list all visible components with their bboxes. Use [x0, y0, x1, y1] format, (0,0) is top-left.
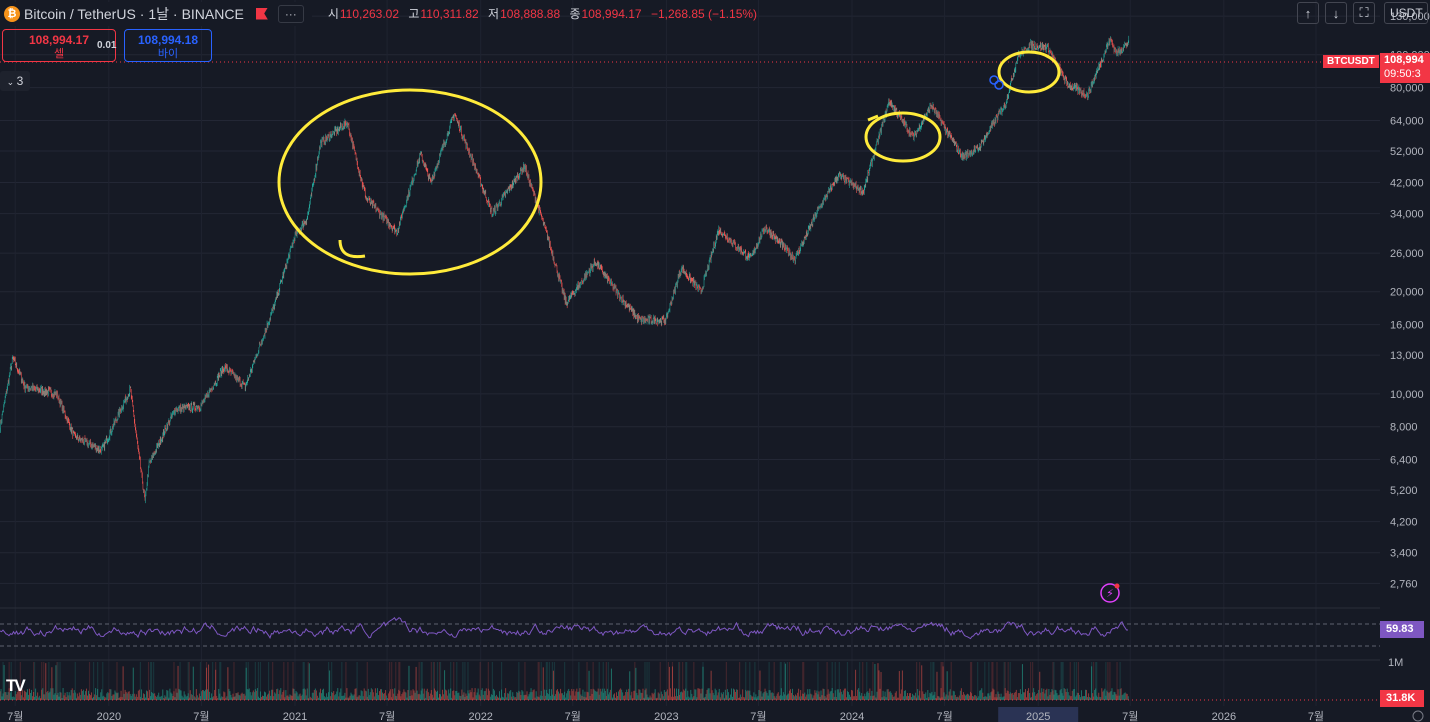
low-value: 108,888.88 [500, 7, 561, 21]
alert-dot [1114, 583, 1120, 589]
symbol-box[interactable]: ₿ Bitcoin / TetherUS · 1날 · BINANCE ··· [0, 1, 312, 26]
grid [0, 0, 1380, 706]
chevron-down-icon: ⌄ [6, 77, 17, 87]
indicators-count: 3 [16, 74, 24, 88]
y-tick-label: 64,000 [1390, 115, 1424, 127]
x-tick-label: 2026 [1212, 711, 1236, 722]
open-value: 110,263.02 [339, 7, 400, 21]
rsi-line [0, 617, 1128, 640]
spread-value: 0.01 [97, 40, 117, 51]
annotation-tail [867, 114, 879, 122]
x-tick-label: 2024 [840, 711, 864, 722]
currency-selector[interactable]: USDT [1384, 2, 1428, 24]
interval-label[interactable]: · 1날 · [139, 5, 178, 22]
x-tick-label: 7월 [1122, 710, 1138, 722]
buy-button[interactable]: 108,994.18 바이 [124, 29, 212, 62]
x-tick-label: 7월 [750, 710, 766, 722]
y-tick-label: 130,000 [1390, 11, 1430, 23]
x-tick-label: 2025 [1026, 711, 1050, 722]
volume-axis-label: 1M [1388, 657, 1404, 669]
y-tick-label: 80,000 [1390, 83, 1424, 95]
sell-label: 셀 [53, 48, 65, 60]
x-tick-label: 2022 [468, 711, 492, 722]
y-tick-label: 16,000 [1390, 320, 1424, 332]
x-tick-label: 7월 [936, 710, 952, 722]
volume-pane [0, 659, 1380, 701]
symbol-name[interactable]: Bitcoin / TetherUS [24, 5, 136, 22]
sell-price: 108,994.17 [28, 33, 90, 47]
last-price-tag: 108,994 09:50:3 [1380, 53, 1430, 83]
close-label: 종 [569, 7, 581, 21]
high-label: 고 [408, 7, 420, 21]
buy-label: 바이 [157, 48, 179, 60]
price-series [0, 35, 1130, 504]
open-label: 시 [327, 7, 339, 21]
alert-icon[interactable] [1100, 583, 1120, 603]
x-tick-label: 7월 [565, 710, 581, 722]
y-tick-label: 42,000 [1390, 177, 1424, 189]
y-tick-label: 6,400 [1390, 455, 1418, 467]
bar-countdown: 09:50:3 [1384, 68, 1421, 80]
y-tick-label: 10,000 [1390, 389, 1424, 401]
buy-price: 108,994.18 [137, 33, 199, 47]
y-tick-label: 2,760 [1390, 578, 1418, 590]
rsi-pane [0, 607, 1380, 647]
change-value: −1,268.85 (−1.15%) [650, 7, 758, 21]
lightning-icon: ⚡ [1106, 587, 1114, 600]
annotation-hook [338, 239, 366, 259]
circle-annotation-2025 [997, 50, 1061, 94]
rsi-value-tag: 59.83 [1380, 621, 1424, 638]
circle-annotation-2021 [277, 88, 543, 276]
x-tick-label: 2020 [97, 711, 121, 722]
fullscreen-button[interactable]: ⛶ [1353, 2, 1375, 24]
y-tick-label: 13,000 [1390, 350, 1424, 362]
drawing-anchor-point [989, 75, 999, 85]
y-tick-label: 26,000 [1390, 248, 1424, 260]
y-tick-label: 3,400 [1390, 548, 1418, 560]
fullscreen-icon: ⛶ [1359, 5, 1369, 20]
last-price: 108,994 [1384, 54, 1424, 66]
ticker-tag: BTCUSDT [1323, 55, 1379, 68]
ohlc-values: 시110,263.02 고110,311.82 저108,888.88 종108… [328, 5, 763, 22]
bitcoin-icon: ₿ [4, 5, 20, 22]
x-crosshair-label [998, 707, 1079, 722]
y-tick-label: 20,000 [1390, 287, 1424, 299]
x-tick-label: 2023 [654, 711, 678, 722]
y-tick-label: 52,000 [1390, 146, 1424, 158]
indicators-toggle[interactable]: ⌄ 3 [0, 71, 30, 91]
x-tick-label: 7월 [193, 710, 209, 722]
sell-button[interactable]: 108,994.17 셀 [2, 29, 116, 62]
y-tick-label: 8,000 [1390, 422, 1418, 434]
tradingview-logo[interactable]: TV [6, 676, 26, 695]
arrow-down-icon: ↓ [1332, 5, 1340, 21]
circle-annotation-2024 [864, 111, 942, 163]
x-tick-label: 2021 [283, 711, 307, 722]
x-tick-label: 7월 [379, 710, 395, 722]
scroll-down-button[interactable]: ↓ [1325, 2, 1347, 24]
close-value: 108,994.17 [581, 7, 642, 21]
settings-gear-icon[interactable] [1412, 710, 1424, 722]
more-options-button[interactable]: ··· [277, 4, 304, 23]
x-tick-label: 7월 [1308, 710, 1324, 722]
y-tick-label: 4,200 [1390, 517, 1418, 529]
drawing-anchor-point [994, 80, 1004, 90]
x-tick-label: 7월 [7, 710, 23, 722]
y-tick-label: 34,000 [1390, 209, 1424, 221]
price-axis-bg [1380, 0, 1430, 722]
time-axis[interactable]: 7월 2020 7월 2021 7월 2022 7월 2023 7월 2024 7월 2025 7월 20… [7, 707, 1324, 722]
volume-value-tag: 31.8K [1380, 690, 1424, 707]
exchange-label: BINANCE [181, 5, 244, 22]
arrow-up-icon: ↑ [1304, 5, 1312, 21]
low-label: 저 [488, 7, 500, 21]
symbol-legend: ₿ Bitcoin / TetherUS · 1날 · BINANCE ··· … [0, 0, 763, 27]
drawing-annotations[interactable] [277, 50, 1061, 276]
scroll-up-button[interactable]: ↑ [1297, 2, 1319, 24]
high-value: 110,311.82 [420, 7, 479, 21]
y-tick-label: 5,200 [1390, 485, 1418, 497]
price-axis[interactable]: 130,000100,00080,00064,00052,00042,00034… [1380, 0, 1430, 722]
flag-icon[interactable] [255, 7, 268, 20]
